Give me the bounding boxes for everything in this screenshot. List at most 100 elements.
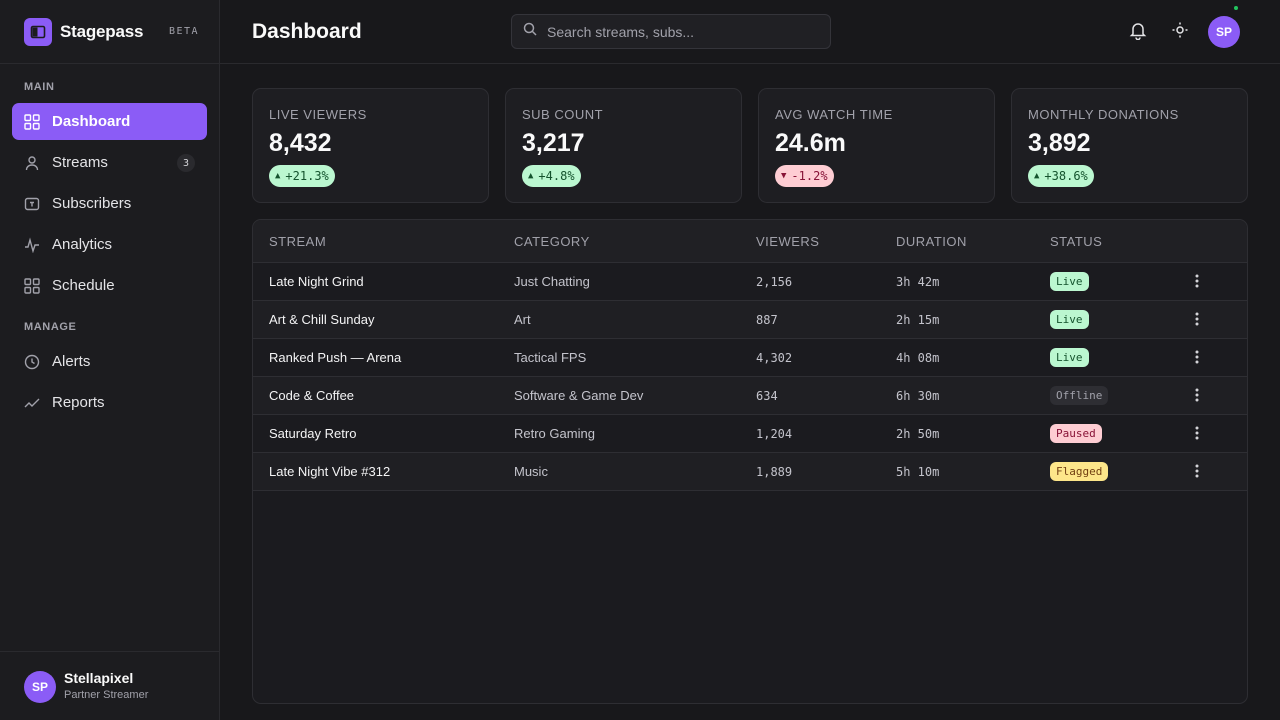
more-options-icon[interactable] bbox=[1188, 424, 1206, 442]
stat-card-monthly-donations: MONTHLY DONATIONS 3,892 ▲ +38.6% bbox=[1011, 88, 1248, 203]
brand-logo-icon bbox=[24, 18, 52, 46]
status-badge: Live bbox=[1050, 310, 1089, 329]
status-badge: Live bbox=[1050, 272, 1089, 291]
cell-viewers: 4,302 bbox=[756, 351, 793, 365]
cell-viewers: 1,204 bbox=[756, 427, 793, 441]
table-row[interactable]: Art & Chill Sunday Art 887 2h 15m Live bbox=[253, 301, 1247, 339]
table-row[interactable]: Ranked Push — Arena Tactical FPS 4,302 4… bbox=[253, 339, 1247, 377]
divider bbox=[0, 63, 219, 64]
sidebar-item-label: Dashboard bbox=[52, 113, 131, 130]
sidebar-item-reports[interactable]: Reports bbox=[12, 384, 207, 421]
sidebar-item-label: Streams bbox=[52, 154, 108, 171]
cell-category: Software & Game Dev bbox=[514, 388, 644, 403]
arrow-down-icon: ▼ bbox=[781, 171, 787, 181]
column-header-duration[interactable]: DURATION bbox=[896, 234, 967, 249]
stat-delta: ▲ +38.6% bbox=[1028, 165, 1094, 187]
status-badge: Paused bbox=[1050, 424, 1102, 443]
cell-viewers: 887 bbox=[756, 313, 778, 327]
section-label-manage: MANAGE bbox=[24, 321, 77, 333]
sidebar-item-analytics[interactable]: Analytics bbox=[12, 226, 207, 263]
theme-toggle-button[interactable] bbox=[1168, 20, 1192, 44]
cell-stream: Art & Chill Sunday bbox=[269, 312, 375, 327]
status-badge: Flagged bbox=[1050, 462, 1109, 481]
streams-table: STREAM CATEGORY VIEWERS DURATION STATUS … bbox=[252, 219, 1248, 704]
cell-category: Art bbox=[514, 312, 531, 327]
cell-viewers: 2,156 bbox=[756, 275, 793, 289]
column-header-viewers[interactable]: VIEWERS bbox=[756, 234, 820, 249]
table-row[interactable]: Saturday Retro Retro Gaming 1,204 2h 50m… bbox=[253, 415, 1247, 453]
header-avatar[interactable]: SP bbox=[1208, 16, 1240, 48]
cell-duration: 6h 30m bbox=[896, 389, 940, 403]
stat-label: MONTHLY DONATIONS bbox=[1028, 107, 1179, 122]
more-options-icon[interactable] bbox=[1188, 348, 1206, 366]
count-badge: 3 bbox=[177, 154, 195, 172]
more-options-icon[interactable] bbox=[1188, 272, 1206, 290]
column-header-category[interactable]: CATEGORY bbox=[514, 234, 590, 249]
sidebar-item-label: Analytics bbox=[52, 236, 113, 253]
sidebar: Stagepass BETA MAIN Dashboard Streams 3 … bbox=[0, 0, 220, 720]
divider bbox=[0, 651, 219, 652]
tv-icon bbox=[24, 196, 40, 212]
table-row[interactable]: Late Night Vibe #312 Music 1,889 5h 10m … bbox=[253, 453, 1247, 491]
arrow-up-icon: ▲ bbox=[275, 171, 281, 181]
section-label-main: MAIN bbox=[24, 81, 55, 93]
stat-label: SUB COUNT bbox=[522, 107, 604, 122]
more-options-icon[interactable] bbox=[1188, 462, 1206, 480]
cell-stream: Late Night Grind bbox=[269, 274, 364, 289]
sidebar-item-subscribers[interactable]: Subscribers bbox=[12, 185, 207, 222]
more-options-icon[interactable] bbox=[1188, 310, 1206, 328]
more-options-icon[interactable] bbox=[1188, 386, 1206, 404]
grid-icon bbox=[24, 113, 40, 130]
cell-stream: Code & Coffee bbox=[269, 388, 355, 403]
user-icon bbox=[24, 155, 40, 171]
stat-value: 3,892 bbox=[1028, 129, 1091, 157]
arrow-up-icon: ▲ bbox=[1034, 171, 1040, 181]
page-title: Dashboard bbox=[252, 20, 362, 43]
user-role: Partner Streamer bbox=[64, 689, 149, 701]
cell-stream: Ranked Push — Arena bbox=[269, 350, 402, 365]
stat-card-avg-watch-time: AVG WATCH TIME 24.6m ▼ -1.2% bbox=[758, 88, 995, 203]
column-header-status[interactable]: STATUS bbox=[1050, 234, 1103, 249]
column-header-stream[interactable]: STREAM bbox=[269, 234, 327, 249]
stat-label: AVG WATCH TIME bbox=[775, 107, 893, 122]
stat-label: LIVE VIEWERS bbox=[269, 107, 367, 122]
cell-stream: Saturday Retro bbox=[269, 426, 357, 441]
user-name: Stellapixel bbox=[64, 670, 134, 686]
beta-badge: BETA bbox=[169, 26, 200, 37]
cell-viewers: 1,889 bbox=[756, 465, 793, 479]
sidebar-item-dashboard[interactable]: Dashboard bbox=[12, 103, 207, 140]
status-badge: Offline bbox=[1050, 386, 1109, 405]
table-row[interactable]: Late Night Grind Just Chatting 2,156 3h … bbox=[253, 263, 1247, 301]
status-badge: Live bbox=[1050, 348, 1089, 367]
search-box[interactable] bbox=[511, 14, 831, 49]
sidebar-item-alerts[interactable]: Alerts bbox=[12, 343, 207, 380]
search-input[interactable] bbox=[547, 23, 817, 40]
table-header: STREAM CATEGORY VIEWERS DURATION STATUS bbox=[253, 220, 1247, 263]
user-profile[interactable]: SP Stellapixel Partner Streamer bbox=[24, 670, 148, 703]
sidebar-item-schedule[interactable]: Schedule bbox=[12, 267, 207, 304]
stat-card-live-viewers: LIVE VIEWERS 8,432 ▲ +21.3% bbox=[252, 88, 489, 203]
cell-duration: 5h 10m bbox=[896, 465, 940, 479]
stat-value: 24.6m bbox=[775, 129, 846, 157]
cell-category: Just Chatting bbox=[514, 274, 590, 289]
sidebar-item-streams[interactable]: Streams 3 bbox=[12, 144, 207, 181]
cell-duration: 2h 50m bbox=[896, 427, 940, 441]
sidebar-item-label: Alerts bbox=[52, 353, 91, 370]
brand[interactable]: Stagepass bbox=[24, 18, 143, 46]
stat-delta: ▲ +4.8% bbox=[522, 165, 581, 187]
cell-duration: 4h 08m bbox=[896, 351, 940, 365]
cell-duration: 2h 15m bbox=[896, 313, 940, 327]
cell-duration: 3h 42m bbox=[896, 275, 940, 289]
search-icon bbox=[523, 22, 537, 41]
notifications-button[interactable] bbox=[1126, 20, 1150, 44]
trend-icon bbox=[24, 395, 40, 411]
cell-viewers: 634 bbox=[756, 389, 778, 403]
bell-icon bbox=[1128, 20, 1148, 45]
top-header: Dashboard SP bbox=[220, 0, 1280, 64]
cell-category: Music bbox=[514, 464, 548, 479]
cell-stream: Late Night Vibe #312 bbox=[269, 464, 391, 479]
grid-icon bbox=[24, 277, 40, 294]
table-row[interactable]: Code & Coffee Software & Game Dev 634 6h… bbox=[253, 377, 1247, 415]
stat-value: 3,217 bbox=[522, 129, 585, 157]
sidebar-item-label: Subscribers bbox=[52, 195, 132, 212]
